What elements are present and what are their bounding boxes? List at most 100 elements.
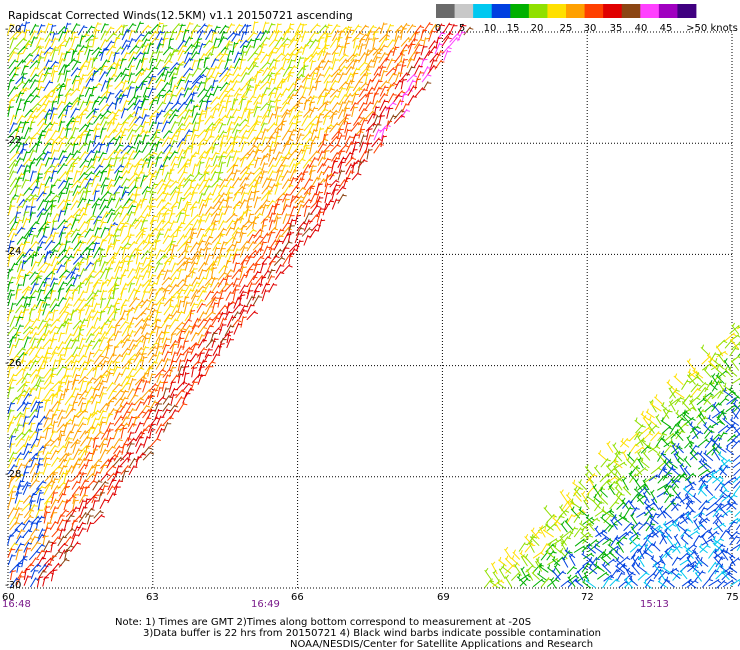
wind-barb bbox=[70, 267, 80, 279]
wind-barb bbox=[106, 136, 118, 147]
wind-barb bbox=[50, 129, 60, 140]
wind-barb bbox=[57, 542, 68, 552]
wind-barb bbox=[685, 499, 695, 510]
wind-barb bbox=[43, 500, 52, 511]
wind-barb bbox=[275, 174, 284, 188]
color-scale-swatch bbox=[547, 4, 567, 18]
wind-barb bbox=[344, 128, 352, 141]
wind-barb bbox=[156, 427, 166, 440]
wind-barb bbox=[400, 36, 412, 47]
wind-barb bbox=[676, 521, 686, 532]
wind-barb bbox=[147, 259, 155, 272]
wind-barb bbox=[182, 346, 193, 356]
wind-barb bbox=[43, 46, 54, 55]
wind-barb bbox=[365, 110, 377, 120]
wind-barb bbox=[168, 254, 178, 266]
wind-barb bbox=[239, 258, 248, 272]
wind-barb bbox=[245, 205, 253, 217]
wind-barb bbox=[217, 271, 228, 281]
wind-barb bbox=[698, 518, 707, 531]
wind-barb bbox=[169, 180, 180, 189]
wind-barb bbox=[9, 136, 20, 147]
wind-barb bbox=[148, 197, 157, 210]
wind-barb bbox=[203, 317, 214, 328]
wind-barb bbox=[135, 261, 144, 274]
wind-barb bbox=[65, 321, 73, 335]
wind-barb bbox=[261, 21, 270, 34]
wind-barb bbox=[184, 330, 193, 342]
wind-barb bbox=[49, 204, 57, 217]
wind-barb bbox=[713, 358, 725, 370]
wind-barb bbox=[698, 513, 708, 524]
wind-barb bbox=[155, 249, 164, 260]
wind-barb bbox=[58, 528, 66, 540]
wind-barb bbox=[35, 37, 45, 48]
wind-barb bbox=[689, 449, 698, 461]
wind-barb bbox=[135, 228, 146, 238]
wind-barb bbox=[701, 538, 714, 546]
wind-barb bbox=[378, 114, 385, 126]
wind-barb bbox=[240, 66, 251, 76]
wind-barb bbox=[49, 554, 57, 566]
wind-barb bbox=[578, 506, 588, 517]
wind-barb bbox=[93, 400, 101, 413]
wind-barb bbox=[156, 94, 164, 105]
wind-barb bbox=[23, 568, 31, 580]
wind-barb bbox=[63, 436, 73, 448]
wind-barb bbox=[93, 509, 104, 519]
wind-barb bbox=[240, 155, 249, 168]
wind-barb bbox=[49, 510, 58, 524]
wind-barb bbox=[392, 46, 400, 57]
wind-barb bbox=[21, 421, 29, 435]
wind-barb bbox=[59, 269, 70, 279]
wind-barb bbox=[142, 240, 154, 251]
wind-barb bbox=[141, 356, 148, 369]
wind-barb bbox=[701, 577, 714, 588]
wind-barb bbox=[344, 135, 354, 145]
wind-barb bbox=[9, 162, 18, 175]
wind-barb bbox=[197, 219, 206, 231]
wind-barb bbox=[688, 396, 701, 406]
wind-barb bbox=[261, 184, 272, 195]
wind-barb bbox=[498, 556, 507, 567]
wind-barb bbox=[240, 129, 250, 139]
wind-barb bbox=[203, 39, 213, 49]
wind-barb bbox=[513, 562, 521, 574]
wind-barb bbox=[526, 535, 538, 546]
wind-barb bbox=[254, 70, 262, 84]
wind-barb bbox=[217, 311, 227, 323]
latitude-label: -20 bbox=[5, 24, 22, 35]
wind-barb bbox=[231, 80, 241, 90]
wind-barb bbox=[233, 92, 242, 105]
longitude-label: 63 bbox=[146, 592, 159, 603]
wind-barb bbox=[198, 198, 207, 209]
wind-barb bbox=[614, 450, 623, 462]
wind-barb bbox=[43, 185, 50, 197]
wind-barb bbox=[28, 387, 37, 398]
wind-barb bbox=[56, 264, 65, 274]
wind-barb bbox=[119, 401, 131, 413]
wind-barb bbox=[345, 65, 355, 76]
wind-barb bbox=[233, 129, 241, 141]
wind-barb bbox=[93, 354, 104, 365]
wind-barb bbox=[231, 318, 242, 328]
wind-barb bbox=[134, 51, 145, 61]
wind-barb bbox=[268, 29, 278, 41]
wind-barb bbox=[226, 219, 237, 230]
wind-barb bbox=[43, 380, 55, 390]
wind-barb bbox=[679, 495, 692, 503]
wind-barb bbox=[350, 101, 359, 112]
wind-barb bbox=[274, 99, 282, 112]
wind-barb bbox=[219, 24, 230, 35]
wind-barb bbox=[434, 59, 445, 70]
wind-barb bbox=[92, 241, 100, 253]
wind-barb bbox=[49, 45, 60, 57]
wind-barb bbox=[22, 483, 32, 495]
wind-barb bbox=[650, 466, 663, 475]
wind-barb bbox=[175, 389, 186, 399]
wind-barb bbox=[182, 29, 190, 42]
wind-barb bbox=[732, 454, 740, 463]
wind-barb bbox=[267, 164, 277, 175]
wind-barb bbox=[673, 387, 685, 399]
wind-barb bbox=[43, 540, 53, 552]
